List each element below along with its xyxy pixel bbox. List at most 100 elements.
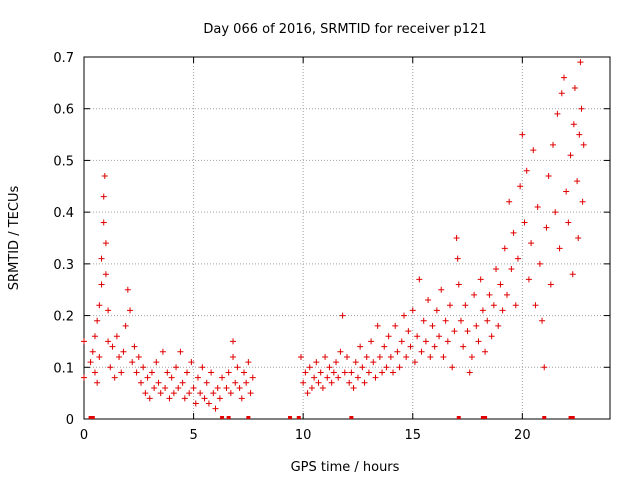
x-axis-label: GPS time / hours	[291, 460, 400, 475]
data-point	[376, 353, 383, 360]
data-point	[214, 384, 221, 391]
data-point	[477, 276, 484, 283]
data-point	[442, 317, 449, 324]
data-point	[328, 379, 335, 386]
x-tick-label: 20	[514, 428, 531, 443]
data-point	[482, 348, 489, 355]
data-point	[499, 307, 506, 314]
data-point	[146, 395, 153, 402]
data-point	[539, 317, 546, 324]
data-point	[201, 395, 208, 402]
x-tick-label: 0	[80, 428, 88, 443]
data-point	[381, 343, 388, 350]
data-point	[240, 369, 247, 376]
data-point	[89, 348, 96, 355]
data-point	[194, 374, 201, 381]
data-point	[512, 302, 519, 309]
data-point	[495, 322, 502, 329]
data-point	[317, 369, 324, 376]
data-point	[127, 307, 134, 314]
plot-frame	[83, 56, 611, 420]
data-point	[339, 312, 346, 319]
data-point	[519, 131, 526, 138]
data-point	[429, 322, 436, 329]
data-point	[170, 390, 177, 397]
data-point	[486, 291, 493, 298]
y-tick-label: 0.3	[53, 258, 74, 273]
baseline-mark	[456, 416, 461, 419]
data-point	[457, 317, 464, 324]
data-point	[330, 369, 337, 376]
data-point	[116, 353, 123, 360]
data-point	[319, 384, 326, 391]
data-point	[205, 400, 212, 407]
data-point	[394, 348, 401, 355]
data-point	[565, 219, 572, 226]
data-point	[462, 302, 469, 309]
data-point	[569, 271, 576, 278]
data-point	[471, 291, 478, 298]
data-point	[313, 359, 320, 366]
data-point	[407, 343, 414, 350]
data-point	[554, 110, 561, 117]
data-point	[225, 369, 232, 376]
data-point	[322, 353, 329, 360]
data-point	[142, 390, 149, 397]
data-point	[447, 302, 454, 309]
data-point	[308, 384, 315, 391]
data-point	[144, 374, 151, 381]
data-point	[96, 302, 103, 309]
data-point	[558, 90, 565, 97]
data-point	[444, 338, 451, 345]
data-point	[575, 235, 582, 241]
data-point	[81, 338, 87, 345]
data-point	[300, 379, 307, 386]
data-point	[177, 348, 184, 355]
data-point	[387, 353, 394, 360]
data-point	[137, 379, 144, 386]
data-point	[238, 395, 245, 402]
data-point	[466, 369, 473, 376]
y-tick-label: 0.6	[53, 103, 74, 118]
data-point	[352, 359, 359, 366]
x-tick-label: 15	[404, 428, 421, 443]
data-point	[550, 141, 557, 148]
data-point	[578, 105, 585, 112]
baseline-mark	[570, 416, 575, 419]
data-point	[199, 364, 206, 371]
data-point	[455, 281, 462, 288]
data-point	[379, 369, 386, 376]
data-point	[107, 364, 114, 371]
data-point	[175, 384, 182, 391]
data-point	[98, 281, 105, 288]
x-tick-label: 5	[189, 428, 197, 443]
y-axis-label: SRMTID / TECUs	[7, 186, 22, 291]
data-point	[111, 374, 118, 381]
data-point	[159, 348, 166, 355]
data-point	[517, 183, 524, 190]
data-point	[184, 369, 191, 376]
data-point	[422, 338, 429, 345]
data-point	[374, 322, 381, 329]
y-tick-label: 0.4	[53, 206, 74, 221]
data-point	[155, 379, 162, 386]
data-point	[94, 317, 101, 324]
data-point	[579, 198, 586, 205]
data-point	[556, 245, 563, 252]
data-point	[383, 364, 390, 371]
data-point	[247, 390, 254, 397]
baseline-mark	[226, 416, 231, 419]
data-point	[124, 286, 131, 293]
data-point	[96, 353, 103, 360]
data-point	[454, 255, 461, 262]
data-point	[473, 322, 480, 329]
data-point	[359, 364, 366, 371]
data-point	[87, 359, 94, 366]
data-point	[326, 364, 333, 371]
data-point	[488, 333, 495, 340]
baseline-mark	[88, 416, 93, 419]
data-point	[173, 364, 180, 371]
data-point	[179, 379, 186, 386]
data-point	[416, 276, 423, 283]
